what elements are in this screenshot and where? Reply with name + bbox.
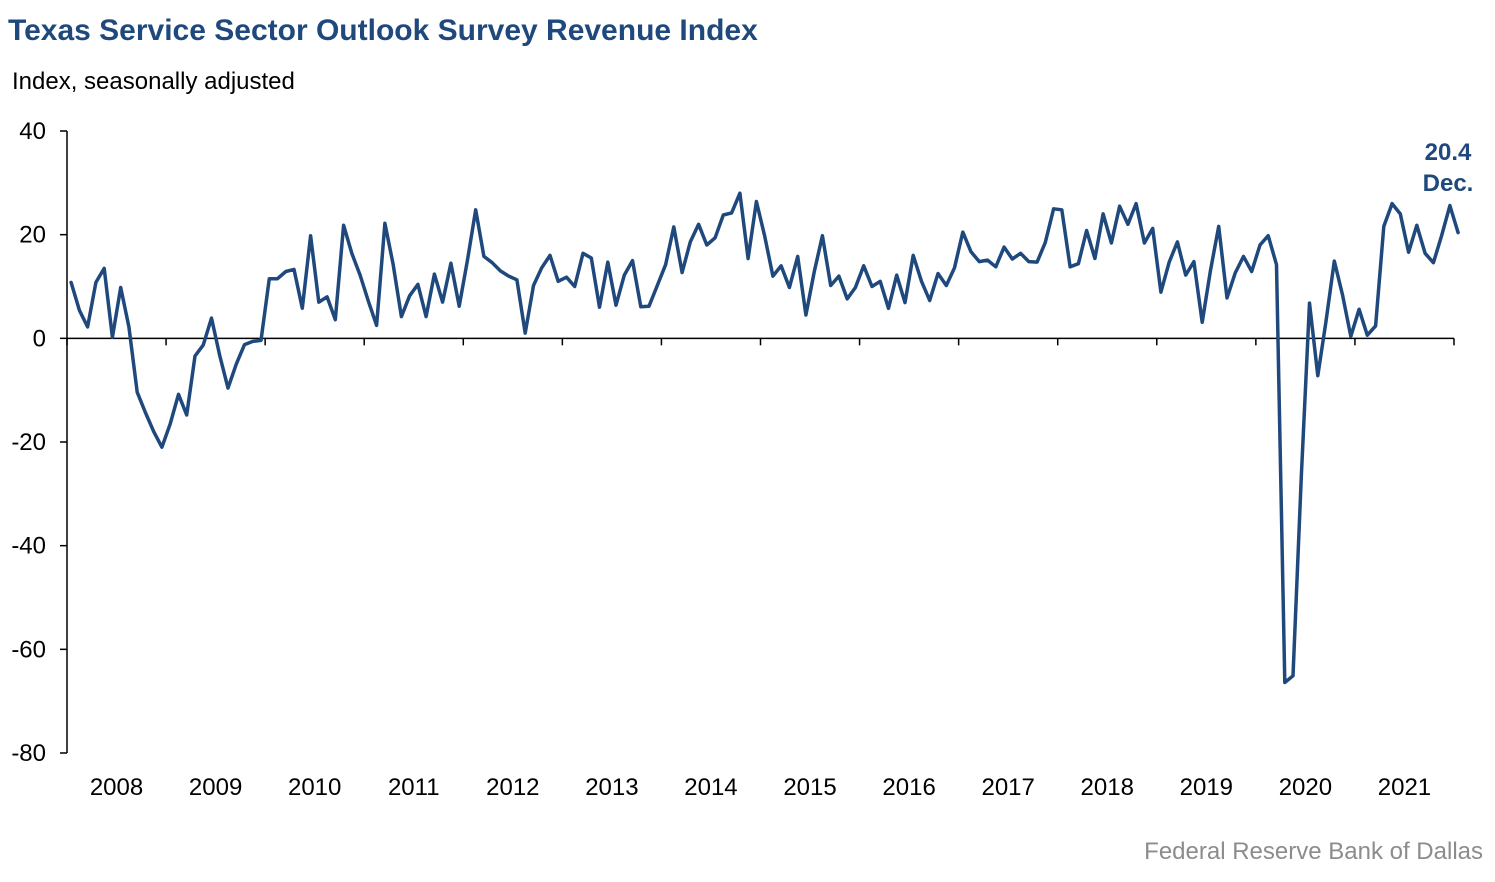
- x-tick-label: 2008: [90, 774, 143, 801]
- last-value-label: 20.4: [1425, 139, 1472, 166]
- y-tick-label: 0: [33, 325, 46, 352]
- x-tick-label: 2010: [288, 774, 341, 801]
- y-tick-label: 40: [19, 118, 46, 145]
- x-tick-label: 2021: [1378, 774, 1431, 801]
- source-note: Federal Reserve Bank of Dallas: [1144, 838, 1483, 865]
- x-tick-label: 2015: [783, 774, 836, 801]
- x-tick-label: 2009: [189, 774, 242, 801]
- y-tick-label: -40: [11, 533, 46, 560]
- x-tick-label: 2017: [981, 774, 1034, 801]
- x-tick-label: 2014: [684, 774, 737, 801]
- x-tick-label: 2013: [585, 774, 638, 801]
- last-value-annotation: 20.4 Dec.: [1423, 139, 1474, 197]
- y-axis-label: Index, seasonally adjusted: [12, 68, 295, 95]
- x-tick-label: 2019: [1180, 774, 1233, 801]
- x-tick-label: 2018: [1081, 774, 1134, 801]
- y-tick-label: 20: [19, 222, 46, 249]
- x-tick-label: 2012: [486, 774, 539, 801]
- x-tick-label: 2016: [882, 774, 935, 801]
- series-group: [69, 191, 1460, 685]
- series-line: [69, 191, 1460, 685]
- y-tick-label: -80: [11, 740, 46, 767]
- last-month-label: Dec.: [1423, 170, 1474, 197]
- y-tick-label: -60: [11, 636, 46, 663]
- x-tick-label: 2020: [1279, 774, 1332, 801]
- chart-title: Texas Service Sector Outlook Survey Reve…: [8, 14, 758, 47]
- chart-axes: -80 -60 -40 -20 0 20 40 2008 2009 2010 2011 2012 201…: [11, 118, 1455, 801]
- x-tick-label: 2011: [388, 774, 440, 801]
- y-tick-label: -20: [11, 429, 46, 456]
